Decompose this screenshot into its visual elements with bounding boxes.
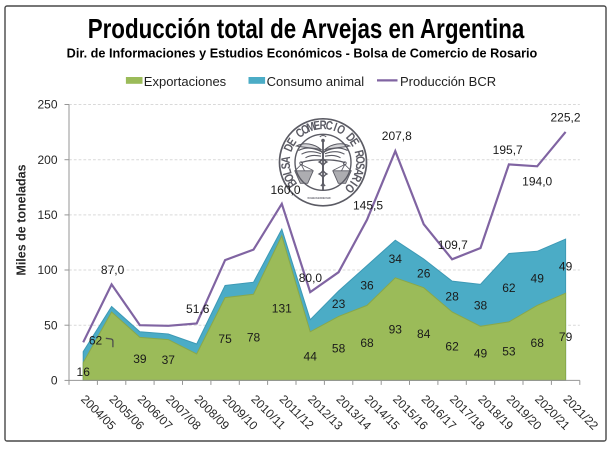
svg-text:O: O [353, 156, 367, 165]
svg-text:49: 49 [531, 272, 545, 286]
svg-text:84: 84 [417, 327, 431, 341]
svg-text:Consumo animal: Consumo animal [267, 74, 365, 89]
svg-text:78: 78 [247, 331, 261, 345]
svg-text:150: 150 [37, 208, 57, 222]
svg-text:207,8: 207,8 [382, 129, 412, 143]
svg-text:34: 34 [389, 252, 403, 266]
svg-text:53: 53 [502, 344, 516, 358]
svg-text:A: A [280, 156, 294, 164]
svg-text:58: 58 [332, 342, 346, 356]
svg-text:I: I [347, 178, 360, 188]
svg-text:160,0: 160,0 [270, 183, 300, 197]
svg-text:39: 39 [133, 352, 147, 366]
svg-text:87,0: 87,0 [101, 263, 125, 277]
svg-text:145,5: 145,5 [353, 199, 383, 213]
svg-text:I: I [332, 121, 339, 135]
svg-text:E: E [313, 119, 322, 133]
svg-text:Dir. de Informaciones y Estudi: Dir. de Informaciones y Estudios Económi… [67, 45, 538, 60]
svg-text:28: 28 [445, 290, 459, 304]
svg-text:Producción total de Arvejas en: Producción total de Arvejas en Argentina [88, 14, 525, 45]
svg-text:194,0: 194,0 [522, 175, 552, 189]
svg-text:38: 38 [474, 299, 488, 313]
svg-text:51,6: 51,6 [186, 302, 210, 316]
svg-text:23: 23 [332, 297, 346, 311]
svg-text:250: 250 [37, 98, 57, 112]
svg-text:62: 62 [502, 281, 516, 295]
svg-text:131: 131 [272, 301, 292, 315]
svg-text:68: 68 [360, 336, 374, 350]
svg-text:93: 93 [389, 322, 403, 336]
svg-text:80,0: 80,0 [299, 271, 323, 285]
svg-text:16: 16 [77, 365, 91, 379]
svg-text:C: C [325, 119, 334, 133]
svg-text:L: L [280, 167, 295, 176]
svg-text:26: 26 [417, 267, 431, 281]
svg-text:50: 50 [44, 318, 58, 332]
svg-text:S: S [352, 162, 366, 170]
svg-text:BOLSA DE COMERCIO DE ROSARIO: BOLSA DE COMERCIO DE ROSARIO [307, 196, 332, 200]
svg-text:R: R [351, 149, 366, 159]
svg-text:62: 62 [445, 339, 459, 353]
svg-text:75: 75 [218, 332, 232, 346]
svg-text:R: R [320, 119, 327, 132]
svg-text:0: 0 [51, 374, 58, 388]
svg-text:36: 36 [360, 279, 374, 293]
svg-text:109,7: 109,7 [438, 238, 468, 252]
svg-text:Producción BCR: Producción BCR [400, 74, 496, 89]
svg-text:A: A [351, 167, 366, 177]
svg-text:D: D [282, 142, 297, 154]
svg-text:195,7: 195,7 [493, 143, 523, 157]
svg-text:49: 49 [559, 259, 573, 273]
svg-text:200: 200 [37, 153, 57, 167]
svg-text:44: 44 [304, 349, 318, 363]
svg-text:Miles de toneladas: Miles de toneladas [15, 164, 29, 275]
svg-text:225,2: 225,2 [550, 111, 580, 125]
svg-text:100: 100 [37, 263, 57, 277]
svg-text:S: S [280, 161, 294, 169]
svg-text:49: 49 [474, 347, 488, 361]
svg-text:79: 79 [559, 330, 573, 344]
svg-text:Exportaciones: Exportaciones [144, 74, 227, 89]
svg-text:62: 62 [89, 333, 103, 347]
svg-text:68: 68 [531, 336, 545, 350]
svg-text:37: 37 [162, 353, 176, 367]
